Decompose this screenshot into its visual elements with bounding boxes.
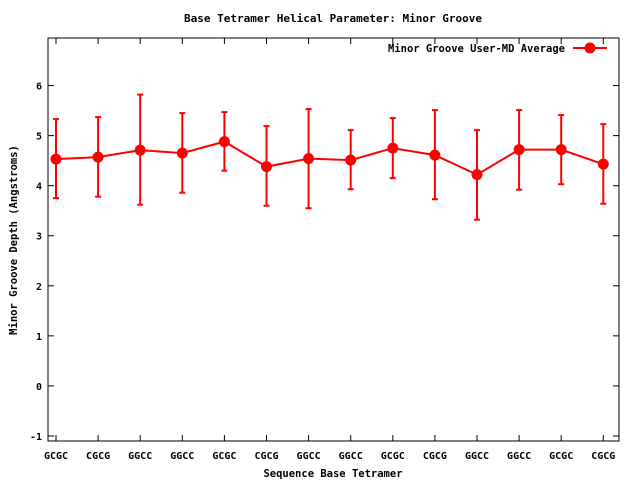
data-point — [50, 153, 62, 165]
y-tick-label: 5 — [36, 132, 42, 143]
x-tick-label: CGCG — [591, 451, 615, 462]
y-axis-label: Minor Groove Depth (Angstroms) — [8, 145, 20, 335]
x-tick-label: GGCC — [507, 451, 531, 462]
data-point — [471, 169, 483, 181]
y-tick-label: 2 — [36, 282, 42, 293]
x-tick-label: GGCC — [339, 451, 363, 462]
data-point — [134, 144, 146, 156]
x-axis: GCGC CGCG GGCC GGCC GCGC CGCG GGCC GGCC GCGC CGCG… — [44, 38, 615, 462]
y-tick-label: 0 — [36, 382, 42, 393]
y-tick-label: 3 — [36, 232, 42, 243]
data-point — [513, 144, 525, 156]
data-point — [218, 136, 230, 148]
data-point — [555, 144, 567, 156]
data-point — [92, 151, 104, 163]
x-tick-label: GCGC — [549, 451, 573, 462]
data-point — [597, 158, 609, 170]
data-point — [345, 154, 357, 166]
y-tick-label: 1 — [36, 332, 42, 343]
x-tick-label: GCGC — [44, 451, 68, 462]
x-tick-label: GCGC — [212, 451, 236, 462]
x-tick-label: GCGC — [381, 451, 405, 462]
x-tick-label: GGCC — [465, 451, 489, 462]
series-layer — [50, 93, 609, 221]
chart-title: Base Tetramer Helical Parameter: Minor G… — [184, 12, 482, 25]
legend-label: Minor Groove User-MD Average — [388, 43, 565, 55]
x-tick-label: GGCC — [128, 451, 152, 462]
data-point — [176, 147, 188, 159]
x-tick-label: CGCG — [86, 451, 110, 462]
y-tick-label: 4 — [36, 182, 42, 193]
x-tick-label: GGCC — [297, 451, 321, 462]
legend-marker-swatch — [584, 42, 596, 54]
data-point — [303, 153, 315, 165]
series-line — [55, 140, 604, 176]
y-tick-label: -1 — [30, 432, 42, 443]
x-tick-label: CGCG — [423, 451, 447, 462]
legend: Minor Groove User-MD Average — [388, 42, 607, 55]
data-point — [261, 161, 272, 173]
x-tick-label: GGCC — [170, 451, 194, 462]
x-axis-label: Sequence Base Tetramer — [263, 468, 402, 480]
plot-area-frame — [47, 37, 620, 442]
y-axis: -1 0 1 2 3 4 5 6 — [30, 82, 619, 443]
data-point — [429, 149, 441, 161]
x-tick-label: CGCG — [254, 451, 278, 462]
y-tick-label: 6 — [36, 82, 42, 93]
data-point — [387, 142, 399, 154]
